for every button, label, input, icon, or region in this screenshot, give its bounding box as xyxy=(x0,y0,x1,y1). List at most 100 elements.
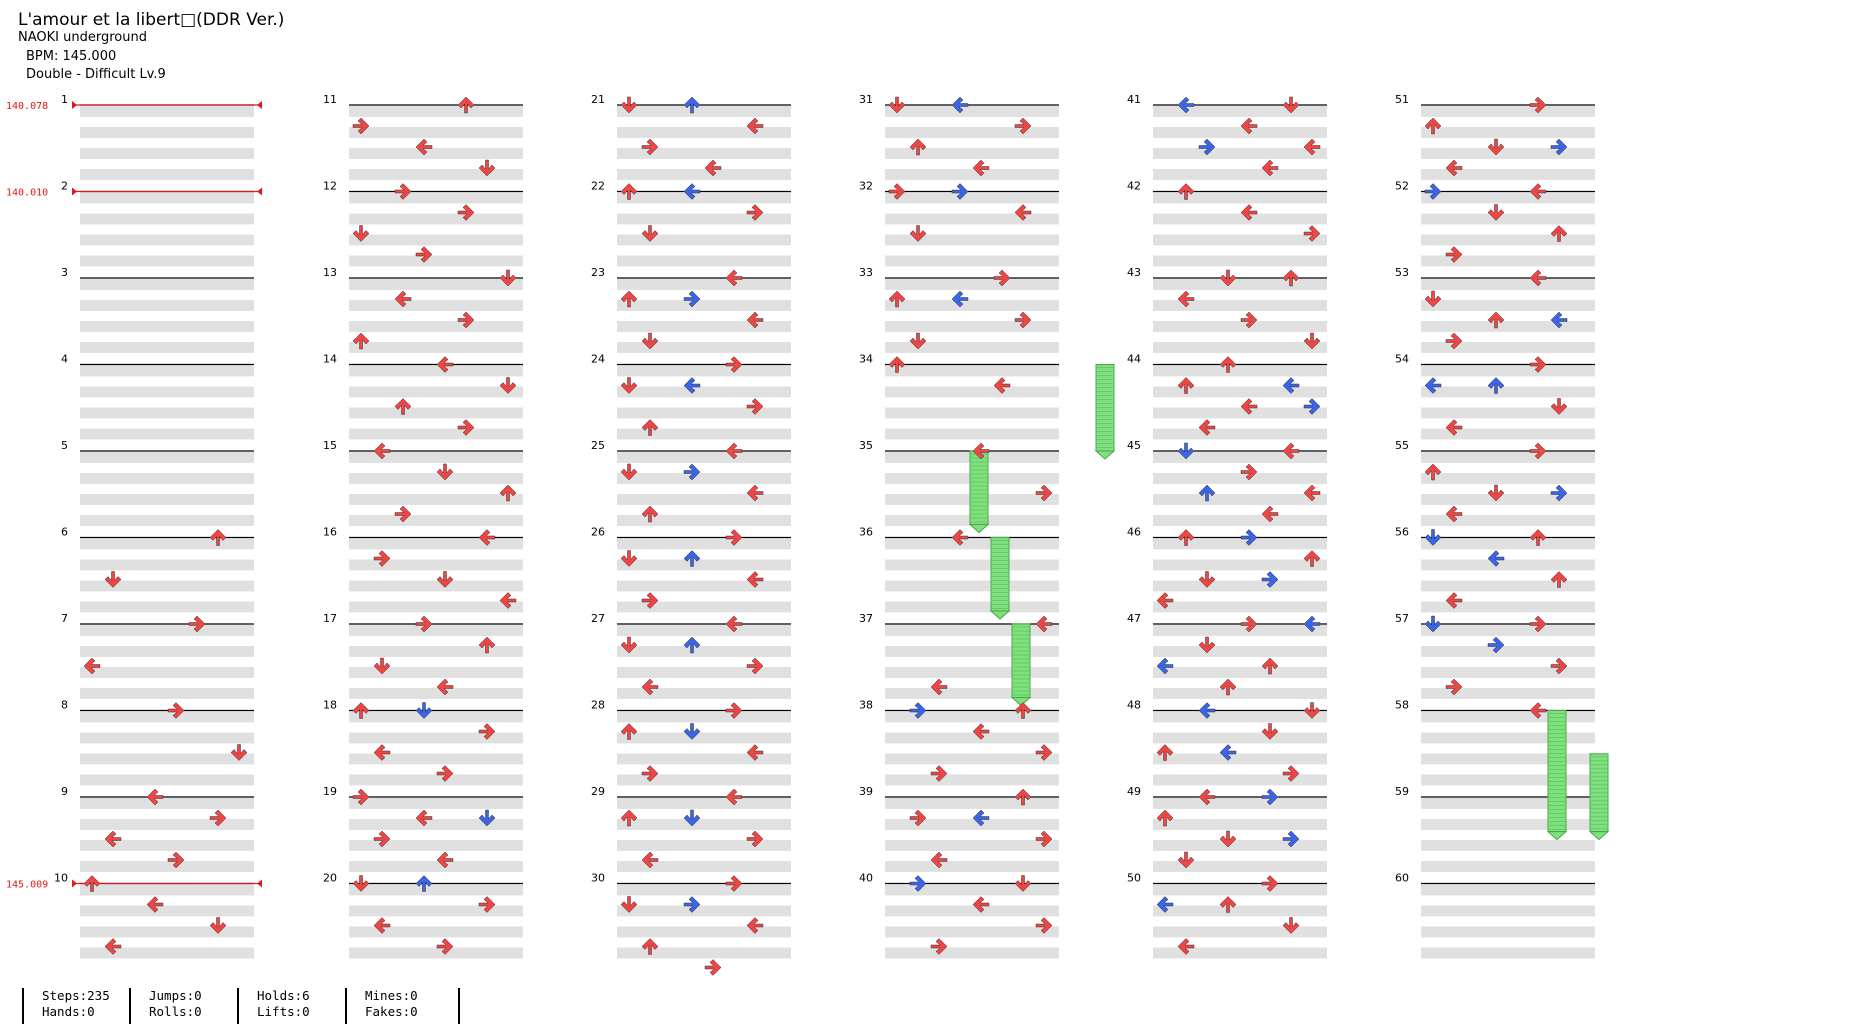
beat-stripe xyxy=(617,646,791,657)
step-arrow xyxy=(1529,442,1547,460)
beat-stripe xyxy=(80,688,254,699)
step-arrow xyxy=(499,592,517,609)
step-arrow xyxy=(930,765,948,782)
beat-stripe xyxy=(349,148,523,159)
beat-stripe xyxy=(885,711,1059,723)
step-arrow xyxy=(1177,938,1195,955)
step-arrow xyxy=(394,505,412,523)
step-arrow xyxy=(746,117,764,135)
beat-stripe xyxy=(617,407,791,419)
bpm-marker xyxy=(257,101,262,109)
step-arrow xyxy=(457,96,475,114)
step-arrow xyxy=(1445,678,1463,696)
beat-stripe xyxy=(617,321,791,332)
step-arrow xyxy=(1550,138,1568,156)
beat-stripe xyxy=(1153,905,1327,917)
step-arrow xyxy=(104,938,122,955)
measure-number: 16 xyxy=(323,526,337,539)
step-arrow xyxy=(909,702,927,719)
step-arrow xyxy=(1445,592,1463,609)
beat-stripe xyxy=(1153,473,1327,484)
step-arrow xyxy=(352,788,370,806)
beat-stripe xyxy=(349,819,523,830)
step-arrow xyxy=(415,809,433,827)
beat-stripe xyxy=(1153,559,1327,571)
hold-tail xyxy=(1094,450,1116,460)
step-arrow xyxy=(930,851,948,869)
step-arrow xyxy=(499,269,517,287)
beat-stripe xyxy=(617,905,791,917)
beat-stripe xyxy=(1153,819,1327,830)
step-arrow xyxy=(704,959,722,976)
step-arrow xyxy=(620,377,638,394)
step-arrow xyxy=(478,529,496,546)
step-arrow xyxy=(641,851,659,869)
measure-number: 25 xyxy=(591,439,605,452)
step-arrow xyxy=(683,723,701,740)
step-arrow xyxy=(1219,269,1237,287)
step-arrow xyxy=(641,678,659,696)
beat-stripe xyxy=(617,365,791,377)
beat-stripe xyxy=(885,884,1059,896)
step-arrow xyxy=(436,938,454,955)
step-arrow xyxy=(1177,96,1195,114)
beat-stripe xyxy=(617,127,791,138)
step-arrow xyxy=(725,529,743,546)
step-arrow xyxy=(478,723,496,740)
beat-stripe xyxy=(617,515,791,526)
step-arrow xyxy=(746,311,764,329)
step-arrow xyxy=(1550,225,1568,242)
beat-stripe xyxy=(349,473,523,484)
step-arrow xyxy=(415,615,433,633)
step-arrow xyxy=(909,809,927,827)
beat-stripe xyxy=(80,753,254,765)
step-arrow xyxy=(683,377,701,394)
beat-stripe xyxy=(1421,148,1595,159)
beat-stripe xyxy=(885,753,1059,765)
measure-number: 13 xyxy=(323,266,337,279)
beat-stripe xyxy=(1421,926,1595,938)
beat-stripe xyxy=(1421,300,1595,311)
step-arrow xyxy=(1550,657,1568,675)
measure-number: 34 xyxy=(859,353,873,366)
step-arrow xyxy=(415,875,433,892)
step-arrow xyxy=(1219,896,1237,913)
step-arrow xyxy=(746,571,764,588)
step-arrow xyxy=(1424,377,1442,394)
step-arrow xyxy=(620,290,638,308)
step-arrow xyxy=(1424,463,1442,481)
beat-stripe xyxy=(1153,127,1327,138)
beat-stripe xyxy=(1153,234,1327,246)
measure-number: 26 xyxy=(591,526,605,539)
beat-stripe xyxy=(885,905,1059,917)
stats-steps-hands: Steps:235 Hands:0 xyxy=(22,988,110,1024)
beat-stripe xyxy=(617,473,791,484)
beat-stripe xyxy=(349,688,523,699)
step-arrow xyxy=(1014,117,1032,135)
beat-stripe xyxy=(617,386,791,398)
step-arrow xyxy=(1014,204,1032,221)
measure-number: 46 xyxy=(1127,526,1141,539)
beat-stripe xyxy=(885,774,1059,786)
beat-stripe xyxy=(617,947,791,959)
beat-stripe xyxy=(885,732,1059,744)
step-arrow xyxy=(1198,571,1216,588)
beat-stripe xyxy=(617,926,791,938)
hold-tail xyxy=(1588,831,1610,841)
step-arrow xyxy=(909,875,927,892)
beat-stripe xyxy=(617,753,791,765)
beat-stripe xyxy=(80,473,254,484)
measure-number: 54 xyxy=(1395,353,1409,366)
step-arrow xyxy=(1219,830,1237,848)
step-arrow xyxy=(620,723,638,740)
beat-stripe xyxy=(349,884,523,896)
step-arrow xyxy=(146,788,164,806)
step-arrow xyxy=(909,225,927,242)
measure-number: 1 xyxy=(61,93,68,106)
step-arrow xyxy=(930,938,948,955)
beat-stripe xyxy=(1421,601,1595,613)
step-arrow xyxy=(457,311,475,329)
step-arrow xyxy=(209,809,227,827)
step-arrow xyxy=(1303,484,1321,502)
step-arrow xyxy=(972,442,990,460)
